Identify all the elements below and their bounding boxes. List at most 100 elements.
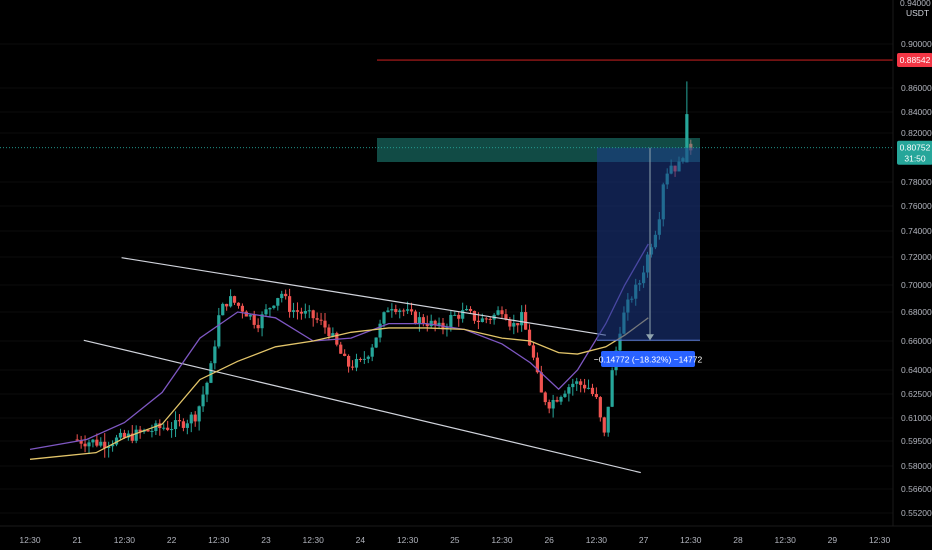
candle: [606, 406, 610, 437]
candle: [555, 396, 559, 403]
candle: [531, 342, 536, 361]
x-tick-label: 12:30: [397, 535, 419, 545]
candle: [236, 302, 241, 309]
candle: [272, 305, 276, 310]
x-tick-label: 21: [72, 535, 82, 545]
candle: [516, 323, 520, 333]
candle: [350, 360, 355, 371]
y-tick-label: 0.78000: [901, 177, 932, 187]
candle: [579, 378, 583, 393]
candle: [185, 419, 189, 435]
candle: [99, 437, 103, 448]
y-tick-label: 0.68000: [901, 307, 932, 317]
candle: [240, 303, 244, 319]
candle: [311, 309, 315, 327]
candle: [421, 314, 425, 327]
x-tick-label: 23: [261, 535, 271, 545]
y-tick-label: 0.61000: [901, 413, 932, 423]
candle: [91, 438, 95, 448]
candle: [571, 378, 575, 396]
current-price-tag: [897, 140, 932, 165]
channel-line-2[interactable]: [83, 339, 641, 474]
candle: [103, 433, 107, 458]
current-price-text: 0.80752: [900, 143, 931, 153]
x-tick-label: 12:30: [208, 535, 230, 545]
candle: [189, 412, 193, 433]
x-tick-label: 12:30: [19, 535, 41, 545]
candle: [83, 435, 87, 453]
y-tick-label: 0.55200: [901, 508, 932, 518]
x-tick-label: 12:30: [680, 535, 702, 545]
candle: [303, 303, 307, 319]
candle: [343, 349, 347, 357]
x-tick-label: 26: [544, 535, 554, 545]
y-tick-label: 0.72000: [901, 252, 932, 262]
axis-top-label: 0.94000: [900, 0, 931, 8]
candle: [496, 306, 500, 316]
candle: [280, 290, 284, 303]
position-label-text: −0.14772 (−18.32%) −14772: [594, 355, 703, 365]
candle: [524, 304, 528, 330]
y-tick-label: 0.74000: [901, 226, 932, 236]
position-label: −0.14772 (−18.32%) −14772: [594, 351, 703, 367]
candle: [500, 306, 504, 319]
candle: [551, 394, 555, 418]
candle: [114, 434, 119, 447]
candle: [394, 304, 398, 315]
x-tick-label: 22: [167, 535, 177, 545]
candle: [449, 310, 453, 332]
candle: [264, 304, 268, 317]
y-tick-label: 0.56600: [901, 484, 932, 494]
channel-line-1[interactable]: [121, 257, 606, 336]
candle: [374, 337, 378, 349]
candle: [362, 351, 366, 365]
candle: [465, 305, 469, 311]
candle: [307, 305, 311, 319]
candle: [284, 289, 288, 300]
y-tick-label: 0.76000: [901, 201, 932, 211]
candle: [543, 391, 547, 406]
short-position-tool[interactable]: [377, 138, 700, 341]
candle: [402, 308, 406, 317]
candle: [323, 313, 327, 334]
candle: [291, 302, 296, 318]
x-tick-label: 24: [356, 535, 366, 545]
moving-average-2: [29, 317, 649, 460]
candle: [173, 411, 178, 437]
target-zone[interactable]: [597, 147, 700, 341]
candle: [354, 353, 359, 372]
candle: [232, 295, 237, 306]
candle: [472, 310, 477, 324]
candle: [118, 428, 123, 440]
y-tick-label: 0.86000: [901, 83, 932, 93]
candle: [484, 317, 488, 324]
candle: [154, 420, 158, 435]
candle: [177, 414, 182, 427]
candle: [539, 365, 543, 393]
candle: [315, 312, 319, 324]
candle: [150, 424, 154, 438]
y-tick-label: 0.82000: [901, 128, 932, 138]
candle: [575, 377, 579, 391]
candle: [559, 395, 563, 405]
candle: [288, 288, 292, 318]
candle: [386, 307, 390, 313]
candle: [602, 416, 606, 437]
candle: [370, 344, 374, 362]
candle: [130, 425, 134, 444]
time-axis[interactable]: 12:30 21 12:30 22 12:30 23 12:30 24 12:30 25 12:30…: [0, 525, 932, 550]
y-tick-label: 0.58000: [901, 461, 932, 471]
y-tick-label: 0.59500: [901, 436, 932, 446]
candle: [107, 441, 111, 458]
candle: [583, 378, 587, 393]
candle: [248, 314, 252, 321]
x-tick-label: 12:30: [491, 535, 513, 545]
candle: [299, 307, 303, 320]
candle: [358, 357, 362, 363]
x-tick-label: 12:30: [303, 535, 325, 545]
candle: [453, 311, 457, 316]
candle: [197, 405, 201, 431]
candle: [520, 305, 524, 332]
